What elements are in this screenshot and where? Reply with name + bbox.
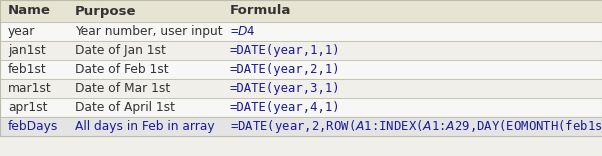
Text: apr1st: apr1st — [8, 101, 48, 114]
Text: feb1st: feb1st — [8, 63, 47, 76]
Text: =DATE(year,1,1): =DATE(year,1,1) — [230, 44, 341, 57]
Text: =DATE(year,2,ROW($A$1:INDEX($A$1:$A$29,DAY(EOMONTH(feb1st,0))))): =DATE(year,2,ROW($A$1:INDEX($A$1:$A$29,D… — [230, 118, 602, 135]
Text: All days in Feb in array: All days in Feb in array — [75, 120, 215, 133]
Text: =DATE(year,4,1): =DATE(year,4,1) — [230, 101, 341, 114]
Bar — [0, 41, 602, 60]
Text: Name: Name — [8, 5, 51, 17]
Text: jan1st: jan1st — [8, 44, 46, 57]
Text: Purpose: Purpose — [75, 5, 137, 17]
Bar — [0, 98, 602, 117]
Text: mar1st: mar1st — [8, 82, 52, 95]
Text: Date of Jan 1st: Date of Jan 1st — [75, 44, 166, 57]
Text: Date of April 1st: Date of April 1st — [75, 101, 175, 114]
Text: Date of Mar 1st: Date of Mar 1st — [75, 82, 170, 95]
Text: =DATE(year,2,1): =DATE(year,2,1) — [230, 63, 341, 76]
Bar — [0, 60, 602, 79]
Text: Date of Feb 1st: Date of Feb 1st — [75, 63, 169, 76]
Bar — [0, 0, 602, 22]
Text: =DATE(year,3,1): =DATE(year,3,1) — [230, 82, 341, 95]
Text: febDays: febDays — [8, 120, 58, 133]
Bar — [0, 117, 602, 136]
Bar — [0, 22, 602, 41]
Text: Formula: Formula — [230, 5, 291, 17]
Bar — [0, 0, 602, 136]
Text: year: year — [8, 25, 36, 38]
Text: =$D$4: =$D$4 — [230, 25, 255, 38]
Bar — [0, 79, 602, 98]
Text: Year number, user input: Year number, user input — [75, 25, 223, 38]
